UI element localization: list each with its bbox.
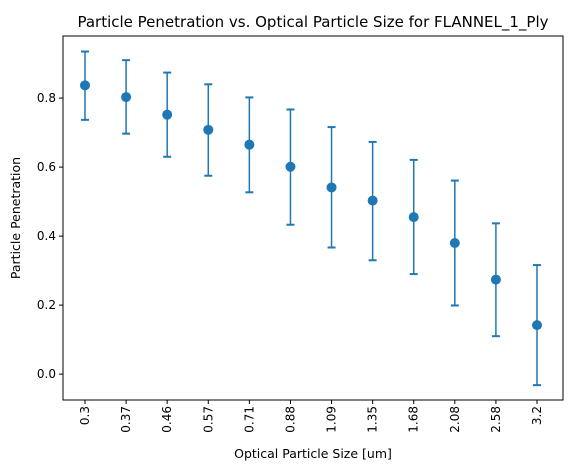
y-tick-label: 0.0 [37, 367, 56, 381]
y-axis-label: Particle Penetration [8, 157, 23, 279]
data-point [203, 124, 214, 135]
data-point [367, 195, 378, 206]
data-point [449, 238, 460, 249]
plot-frame [62, 35, 564, 401]
x-axis-label: Optical Particle Size [um] [234, 446, 392, 461]
y-tick-label: 0.2 [37, 298, 56, 312]
x-tick-label: 2.08 [448, 406, 462, 433]
chart-title: Particle Penetration vs. Optical Particl… [77, 13, 548, 32]
x-tick-label: 0.57 [201, 406, 215, 433]
x-tick-label: 0.3 [78, 406, 92, 425]
x-tick-label: 1.09 [325, 406, 339, 433]
x-tick-label: 3.2 [530, 406, 544, 425]
x-tick-label: 0.46 [160, 406, 174, 433]
y-tick-label: 0.8 [37, 91, 56, 105]
data-point [244, 139, 255, 150]
x-tick-label: 2.58 [489, 406, 503, 433]
y-tick-label: 0.6 [37, 160, 56, 174]
y-tick-label: 0.4 [37, 229, 56, 243]
data-point [80, 80, 90, 91]
data-point [285, 161, 296, 172]
x-tick-label: 0.71 [242, 406, 256, 433]
data-point [121, 92, 132, 103]
x-tick-label: 1.68 [407, 406, 421, 433]
data-point [408, 212, 419, 223]
data-point [532, 320, 542, 331]
data-point [326, 182, 337, 193]
x-tick-label: 0.88 [283, 406, 297, 433]
data-point [162, 109, 173, 120]
x-tick-label: 1.35 [366, 406, 380, 433]
data-point [490, 274, 501, 285]
plot-area: 0.0 0.2 0.4 0.6 0.8 0.3 0.37 0.46 0.57 0.71 0.88 1.… [37, 50, 544, 433]
x-tick-label: 0.37 [119, 406, 133, 433]
